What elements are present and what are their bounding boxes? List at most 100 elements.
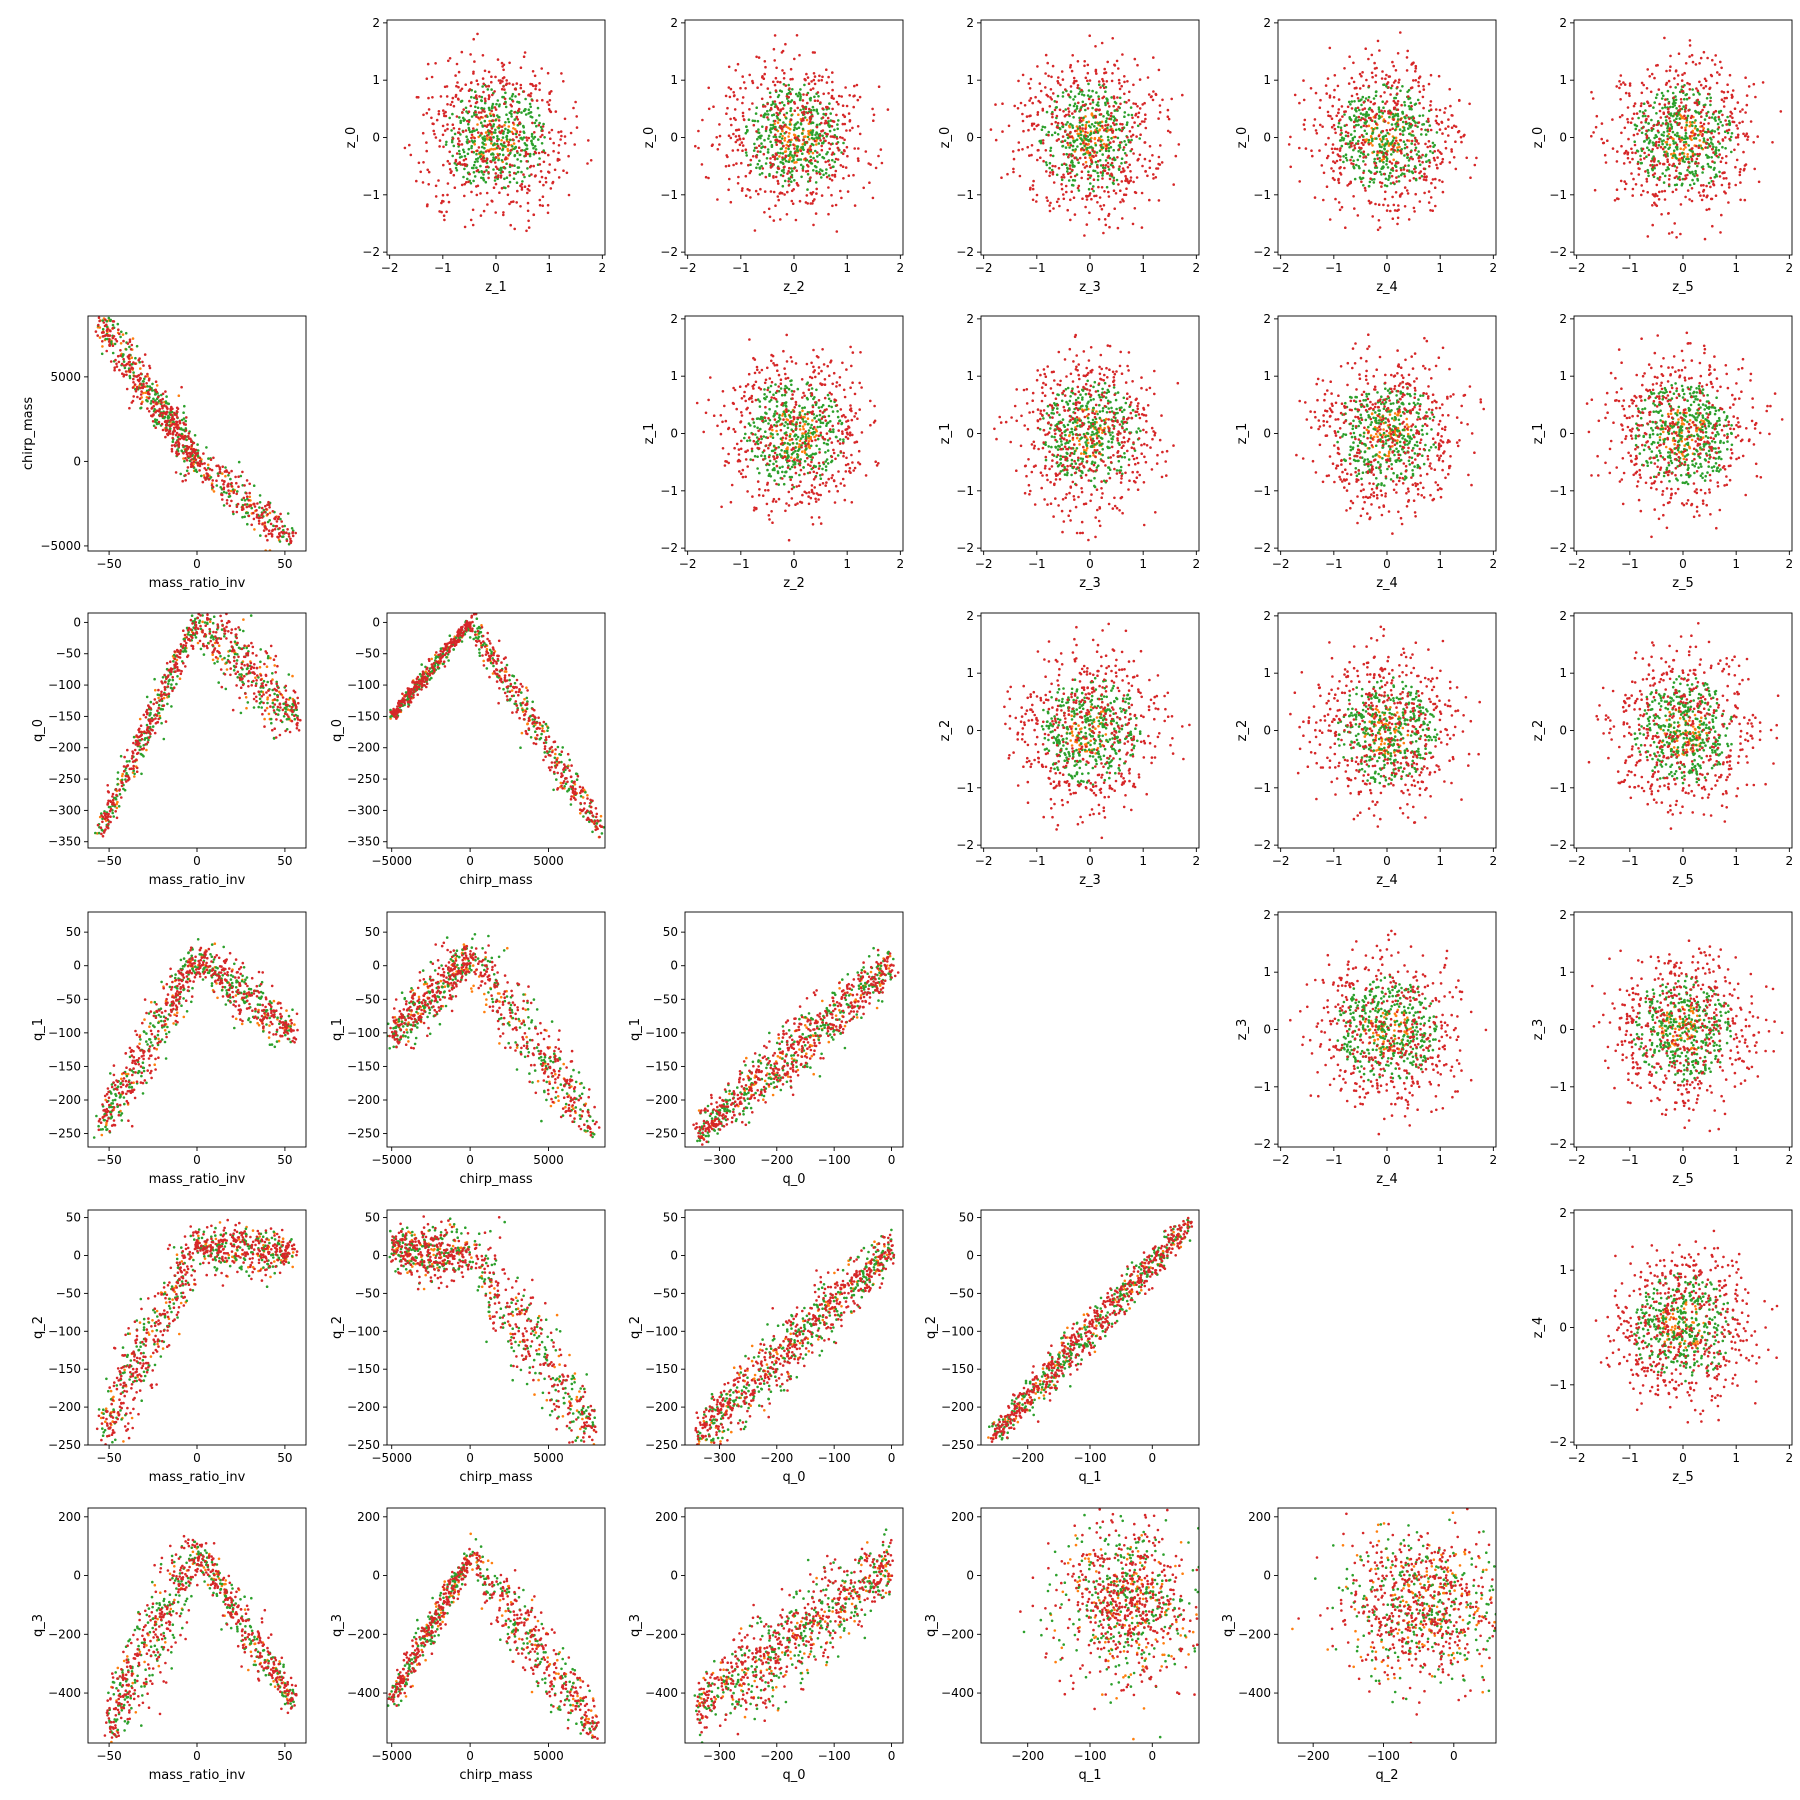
scatter-point — [1378, 110, 1381, 114]
scatter-point — [1357, 165, 1361, 168]
scatter-point — [1418, 163, 1422, 167]
scatter-point — [853, 204, 857, 207]
scatter-point — [1377, 114, 1381, 118]
scatter-point — [445, 85, 449, 88]
scatter-point — [1079, 108, 1082, 112]
scatter-point — [1148, 159, 1152, 163]
scatter-point — [1099, 171, 1103, 174]
scatter-point — [441, 124, 445, 128]
scatter-point — [1711, 224, 1714, 228]
scatter-point — [1064, 146, 1068, 149]
scatter-point — [1436, 149, 1440, 152]
scatter-point — [1131, 125, 1134, 129]
scatter-point — [782, 162, 785, 165]
scatter-point — [518, 153, 522, 157]
scatter-point — [1062, 123, 1065, 126]
scatter-point — [1675, 236, 1678, 239]
scatter-point — [1106, 172, 1110, 175]
scatter-point — [132, 371, 135, 374]
scatter-point — [1364, 122, 1367, 125]
scatter-point — [1730, 96, 1734, 99]
scatter-point — [1647, 148, 1651, 152]
scatter-point — [1741, 108, 1744, 111]
scatter-point — [1645, 136, 1649, 139]
scatter-point — [1136, 158, 1139, 162]
scatter-point — [1371, 137, 1374, 141]
scatter-point — [101, 345, 104, 348]
scatter-point — [763, 105, 767, 108]
scatter-point — [470, 133, 474, 137]
scatter-point — [787, 169, 790, 173]
scatter-point — [457, 70, 461, 74]
scatter-point — [1665, 143, 1669, 146]
scatter-point — [822, 137, 826, 140]
scatter-point — [1103, 218, 1107, 221]
scatter-point — [711, 143, 714, 146]
scatter-point — [1289, 135, 1292, 139]
scatter-point — [1713, 63, 1717, 66]
scatter-point — [516, 166, 520, 169]
y-tick-label: 1 — [372, 73, 380, 87]
scatter-point — [1386, 166, 1390, 169]
scatter-point — [459, 89, 462, 92]
scatter-point — [1146, 174, 1149, 178]
scatter-point — [511, 145, 514, 148]
scatter-points — [94, 316, 298, 551]
scatter-point — [1302, 98, 1306, 102]
scatter-point — [1699, 129, 1702, 133]
scatter-point — [1611, 118, 1614, 121]
scatter-point — [1048, 204, 1051, 207]
scatter-point — [485, 85, 488, 88]
scatter-point — [1337, 177, 1340, 181]
scatter-point — [1663, 150, 1666, 154]
scatter-point — [1075, 173, 1079, 176]
scatter-point — [1695, 110, 1698, 114]
scatter-point — [779, 173, 783, 177]
scatter-point — [1129, 170, 1132, 173]
scatter-point — [459, 119, 463, 123]
scatter-point — [538, 203, 542, 207]
scatter-point — [1335, 159, 1339, 163]
scatter-point — [1677, 52, 1681, 55]
scatter-point — [1084, 156, 1087, 159]
scatter-point — [1350, 155, 1354, 159]
scatter-point — [842, 149, 846, 152]
scatter-point — [1444, 127, 1447, 130]
scatter-point — [814, 149, 817, 153]
scatter-point — [1653, 101, 1656, 104]
scatter-point — [1086, 63, 1090, 67]
scatter-point — [782, 171, 786, 174]
scatter-point — [810, 121, 814, 124]
scatter-point — [1362, 101, 1366, 104]
scatter-point — [525, 160, 528, 163]
scatter-point — [1118, 146, 1122, 149]
scatter-point — [1707, 130, 1710, 133]
scatter-point — [1333, 88, 1336, 92]
scatter-point — [1381, 165, 1385, 168]
scatter-point — [1081, 197, 1084, 200]
scatter-point — [1038, 82, 1042, 85]
scatter-point — [426, 168, 430, 172]
scatter-point — [847, 174, 851, 177]
scatter-point — [475, 79, 479, 82]
scatter-point — [1396, 100, 1400, 103]
scatter-point — [1113, 158, 1117, 161]
scatter-point — [1050, 122, 1054, 126]
scatter-point — [500, 87, 504, 91]
scatter-point — [1066, 208, 1069, 212]
scatter-point — [1707, 165, 1711, 168]
scatter-point — [1116, 226, 1120, 230]
scatter-point — [770, 143, 774, 147]
scatter-point — [1364, 47, 1367, 50]
scatter-point — [473, 139, 477, 143]
scatter-point — [1085, 223, 1089, 226]
scatter-point — [1096, 171, 1099, 175]
scatter-point — [232, 512, 235, 516]
scatter-point — [787, 100, 790, 103]
scatter-point — [501, 77, 505, 80]
scatter-point — [244, 511, 248, 515]
scatter-point — [1052, 207, 1055, 210]
scatter-point — [778, 155, 781, 158]
scatter-point — [1072, 81, 1076, 84]
scatter-point — [1714, 146, 1718, 149]
